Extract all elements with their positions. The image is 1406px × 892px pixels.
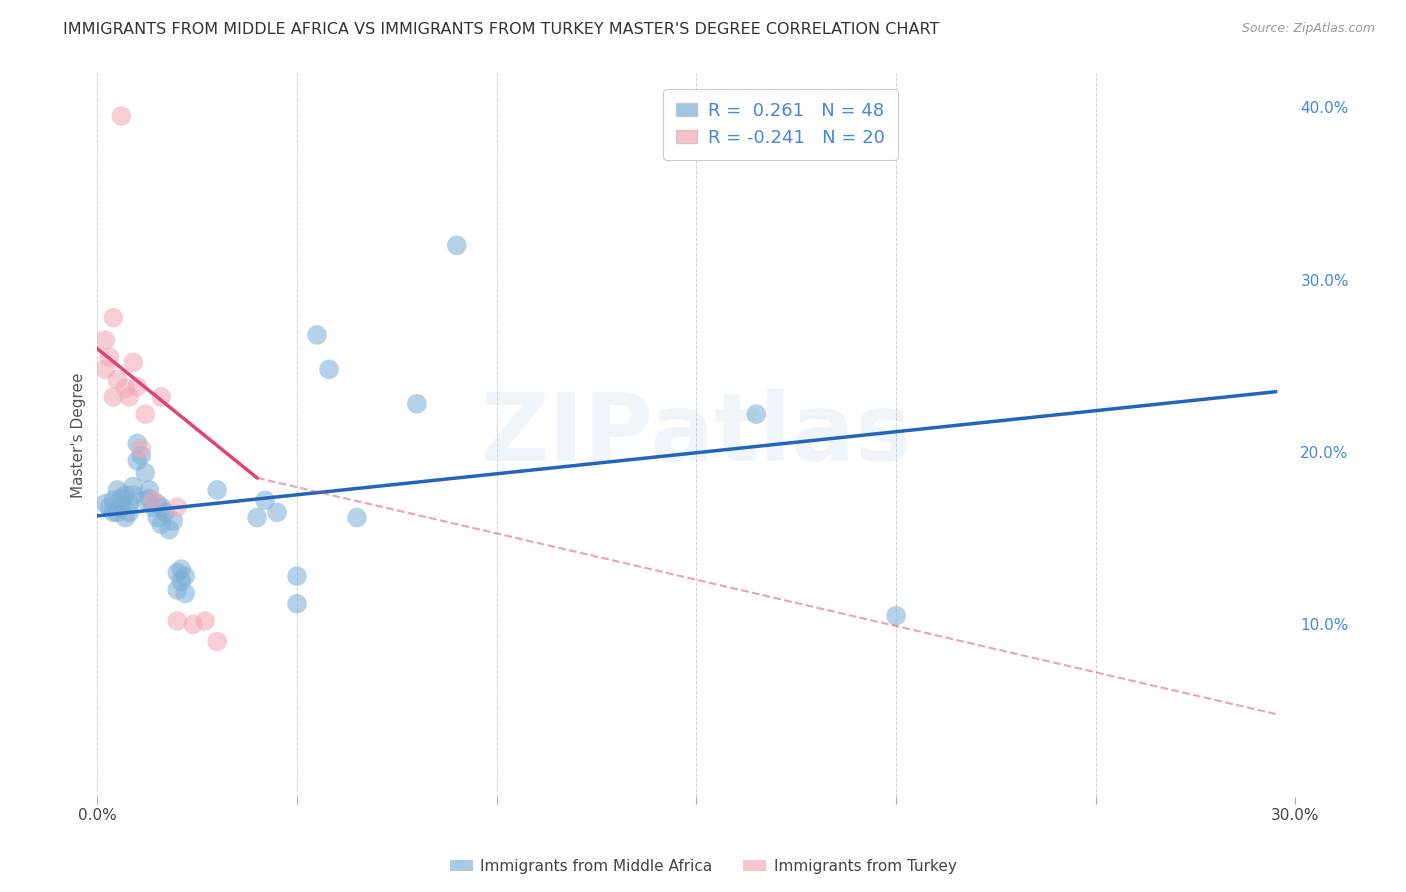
Point [129, 442, 152, 456]
Point [266, 505, 288, 519]
Point [105, 505, 128, 519]
Point [110, 500, 132, 515]
Point [122, 479, 145, 493]
Point [94, 362, 117, 376]
Point [105, 483, 128, 497]
Point [98, 351, 121, 365]
Point [142, 493, 165, 508]
Point [205, 634, 228, 648]
Point [254, 493, 277, 508]
Text: Source: ZipAtlas.com: Source: ZipAtlas.com [1241, 22, 1375, 36]
Point [134, 466, 156, 480]
Point [166, 500, 188, 515]
Point [181, 617, 204, 632]
Point [166, 566, 188, 580]
Point [94, 333, 117, 347]
Point [150, 517, 173, 532]
Point [246, 510, 269, 524]
Point [142, 500, 165, 515]
Point [94, 497, 117, 511]
Point [103, 390, 125, 404]
Point [346, 510, 368, 524]
Point [134, 493, 156, 508]
Text: ZIPatlas: ZIPatlas [481, 389, 912, 481]
Point [114, 381, 136, 395]
Point [129, 449, 152, 463]
Point [170, 574, 193, 589]
Point [166, 582, 188, 597]
Point [155, 505, 177, 519]
Point [446, 238, 468, 252]
Point [205, 483, 228, 497]
Point [122, 355, 145, 369]
Point [318, 362, 340, 376]
Text: IMMIGRANTS FROM MIDDLE AFRICA VS IMMIGRANTS FROM TURKEY MASTER'S DEGREE CORRELAT: IMMIGRANTS FROM MIDDLE AFRICA VS IMMIGRA… [63, 22, 939, 37]
Point [114, 510, 136, 524]
Point [194, 614, 217, 628]
Point [285, 569, 308, 583]
Point [138, 491, 160, 506]
Point [134, 407, 156, 421]
Point [118, 497, 141, 511]
Point [745, 407, 768, 421]
Point [138, 483, 160, 497]
Point [146, 497, 169, 511]
Point [150, 500, 173, 515]
Point [405, 397, 427, 411]
Legend: Immigrants from Middle Africa, Immigrants from Turkey: Immigrants from Middle Africa, Immigrant… [443, 853, 963, 880]
Point [166, 614, 188, 628]
Point [103, 493, 125, 508]
Legend: R =  0.261   N = 48, R = -0.241   N = 20: R = 0.261 N = 48, R = -0.241 N = 20 [664, 89, 897, 160]
Point [305, 327, 328, 342]
Point [170, 562, 193, 576]
Point [103, 505, 125, 519]
Point [884, 608, 907, 623]
Point [118, 390, 141, 404]
Y-axis label: Master's Degree: Master's Degree [72, 372, 86, 498]
Point [150, 390, 173, 404]
Point [162, 514, 184, 528]
Point [157, 523, 180, 537]
Point [285, 597, 308, 611]
Point [110, 109, 132, 123]
Point [174, 586, 197, 600]
Point [103, 310, 125, 325]
Point [110, 491, 132, 506]
Point [127, 379, 149, 393]
Point [127, 436, 149, 450]
Point [174, 569, 197, 583]
Point [146, 510, 169, 524]
Point [105, 373, 128, 387]
Point [98, 500, 121, 515]
Point [127, 453, 149, 467]
Point [122, 488, 145, 502]
Point [114, 488, 136, 502]
Point [118, 505, 141, 519]
